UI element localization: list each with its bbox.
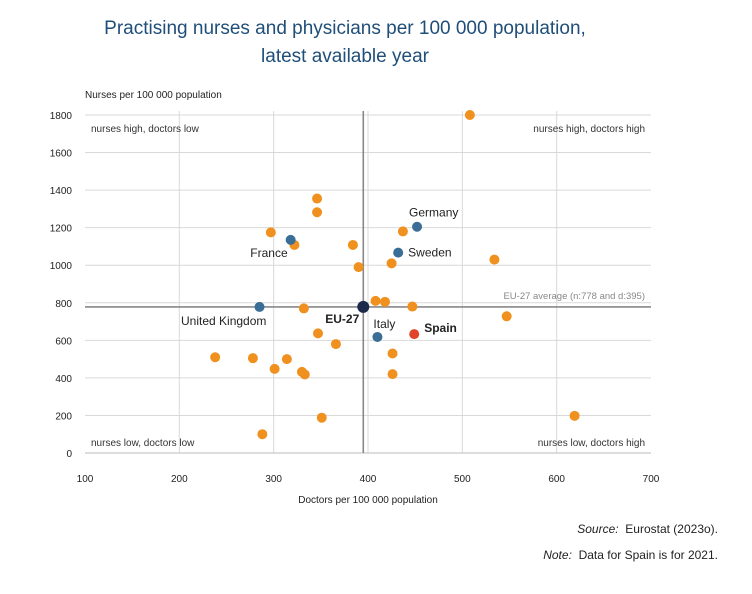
y-tick-label: 1400 — [50, 186, 73, 197]
country-point — [397, 226, 408, 237]
country-point — [370, 295, 381, 306]
note-line: Note: Data for Spain is for 2021. — [543, 548, 718, 562]
grid-layer — [85, 111, 651, 453]
x-tick-label: 400 — [360, 474, 377, 485]
country-point — [265, 227, 276, 238]
chart-title-line-2: latest available year — [261, 46, 429, 67]
point-sweden — [393, 247, 404, 258]
point-italy — [372, 331, 383, 342]
point-france — [285, 234, 296, 245]
country-point — [313, 328, 324, 339]
point-eu-27 — [357, 300, 370, 313]
label-eu-27: EU-27 — [325, 312, 359, 326]
country-point — [347, 239, 358, 250]
country-point — [330, 339, 341, 350]
source-line: Source: Eurostat (2023o). — [577, 522, 718, 536]
country-point — [501, 311, 512, 322]
axis-layer: 100 200 300 400 500 600 700 0 200 400 600 800 1000 12… — [50, 90, 660, 506]
quadrant-label-top-left: nurses high, doctors low — [91, 124, 200, 135]
x-tick-label: 200 — [171, 474, 188, 485]
y-tick-label: 0 — [66, 449, 72, 460]
country-point — [312, 193, 323, 204]
country-point — [353, 262, 364, 273]
x-tick-label: 600 — [548, 474, 565, 485]
country-point — [210, 352, 221, 363]
y-tick-label: 1600 — [50, 149, 73, 160]
y-tick-label: 600 — [55, 336, 72, 347]
y-tick-label: 1000 — [50, 261, 73, 272]
source-text: Eurostat (2023o). — [625, 522, 718, 536]
x-tick-label: 700 — [643, 474, 660, 485]
point-germany — [412, 221, 423, 232]
country-point — [312, 207, 323, 218]
country-point — [281, 354, 292, 365]
source-label: Source: — [577, 522, 619, 536]
label-spain: Spain — [424, 321, 457, 335]
quadrant-label-bottom-right: nurses low, doctors high — [538, 438, 645, 449]
country-point — [464, 110, 475, 120]
y-tick-label: 400 — [55, 374, 72, 385]
label-france: France — [250, 246, 288, 260]
x-tick-label: 100 — [77, 474, 94, 485]
country-point — [299, 369, 310, 380]
text-labels: nurses high, doctors low nurses high, doc… — [91, 124, 645, 449]
label-united-kingdom: United Kingdom — [181, 314, 266, 328]
y-tick-label: 1200 — [50, 224, 73, 235]
y-tick-label: 800 — [55, 299, 72, 310]
label-germany: Germany — [409, 206, 458, 220]
country-point — [387, 348, 398, 359]
quadrant-label-top-right: nurses high, doctors high — [533, 124, 645, 135]
quadrant-label-bottom-left: nurses low, doctors low — [91, 438, 195, 449]
country-point — [407, 301, 418, 312]
x-tick-label: 500 — [454, 474, 471, 485]
country-point — [379, 296, 390, 307]
y-tick-label: 200 — [55, 411, 72, 422]
note-text: Data for Spain is for 2021. — [578, 548, 718, 562]
country-point — [489, 254, 500, 265]
point-united-kingdom — [254, 301, 265, 312]
country-point — [316, 412, 327, 423]
x-axis-title: Doctors per 100 000 population — [298, 495, 438, 506]
chart-title-line-1: Practising nurses and physicians per 100… — [104, 18, 586, 39]
label-sweden: Sweden — [408, 246, 451, 260]
country-point — [247, 353, 258, 364]
note-label: Note: — [543, 548, 572, 562]
point-spain — [409, 329, 420, 340]
y-axis-title: Nurses per 100 000 population — [85, 90, 222, 101]
country-point — [569, 410, 580, 421]
data-points — [210, 110, 580, 440]
country-point — [387, 369, 398, 380]
country-point — [269, 363, 280, 374]
label-italy: Italy — [373, 317, 395, 331]
country-point — [386, 258, 397, 269]
y-tick-label: 1800 — [50, 111, 73, 122]
x-tick-label: 300 — [265, 474, 282, 485]
country-point — [298, 303, 309, 314]
country-point — [257, 429, 268, 440]
average-label: EU-27 average (n:778 and d:395) — [503, 291, 645, 302]
